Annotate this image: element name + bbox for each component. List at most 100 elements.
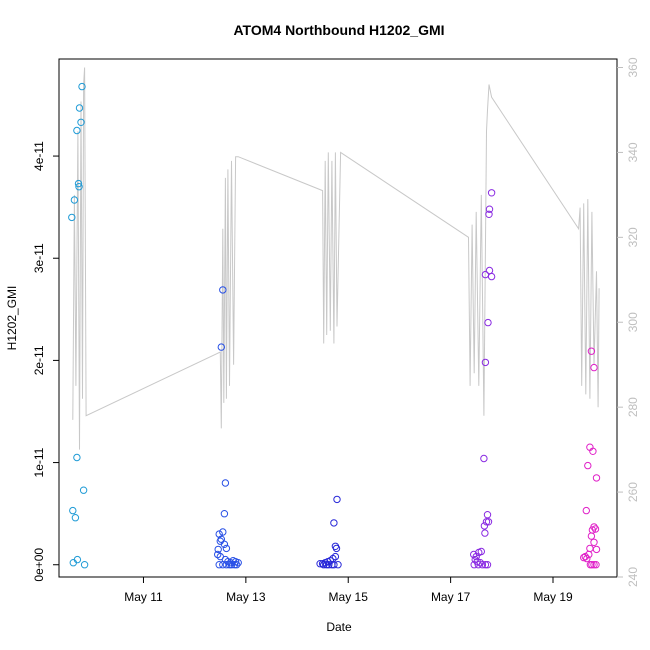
data-point — [589, 447, 597, 455]
data-point — [320, 561, 328, 569]
data-point — [588, 561, 596, 569]
data-point — [587, 532, 596, 540]
data-point — [583, 554, 591, 563]
x-tick-label: May 11 — [124, 590, 163, 604]
x-tick-label: May 15 — [329, 590, 369, 604]
data-point — [484, 518, 493, 526]
data-point — [590, 363, 598, 372]
data-point — [592, 474, 601, 482]
data-point — [592, 561, 600, 569]
data-point — [591, 525, 600, 533]
data-point — [470, 561, 478, 569]
data-point — [470, 550, 478, 559]
data-point — [483, 511, 492, 519]
data-point — [222, 544, 231, 553]
data-point — [220, 540, 229, 548]
data-point — [592, 545, 601, 554]
data-point — [219, 528, 227, 536]
y-tick-label: 1e-11 — [32, 447, 46, 477]
data-point — [585, 550, 593, 559]
y-tick-label: 4e-11 — [32, 141, 46, 171]
chart-title: ATOM4 Northbound H1202_GMI — [233, 22, 444, 38]
data-point — [481, 561, 490, 569]
x-tick-label: May 13 — [226, 590, 266, 604]
data-point — [220, 510, 229, 518]
data-point — [80, 561, 89, 569]
data-point — [227, 561, 236, 569]
data-point — [68, 213, 76, 222]
data-point — [587, 347, 596, 355]
data-point — [215, 561, 223, 569]
y2-tick-label: 300 — [626, 312, 640, 332]
y2-tick-label: 360 — [626, 57, 640, 77]
data-point — [330, 519, 338, 527]
point-series-4 — [470, 189, 496, 569]
line-series-layer — [72, 67, 600, 450]
data-point — [480, 454, 488, 463]
y2-tick-label: 280 — [626, 397, 640, 417]
line-series — [72, 67, 600, 450]
data-point — [232, 561, 241, 569]
point-series-2 — [214, 286, 242, 569]
data-point — [485, 205, 494, 213]
data-point — [73, 126, 81, 135]
data-point — [482, 518, 491, 526]
data-point — [214, 545, 222, 554]
data-point — [472, 552, 480, 561]
point-series-1 — [68, 82, 89, 569]
y-tick-label: 0e+00 — [32, 548, 46, 582]
data-point — [480, 522, 489, 530]
data-point — [483, 561, 492, 569]
data-point — [70, 196, 79, 204]
data-point — [333, 495, 341, 504]
data-point — [481, 358, 490, 367]
data-point — [78, 82, 86, 91]
y2-tick-label: 320 — [626, 227, 640, 247]
data-point — [487, 189, 496, 197]
data-point — [230, 561, 239, 569]
data-point — [331, 552, 340, 561]
y-axis-left: 0e+00 1e-11 2e-11 3e-11 4e-11 — [32, 141, 59, 582]
data-point — [330, 561, 338, 569]
y2-tick-label: 260 — [626, 482, 640, 502]
data-point — [582, 506, 590, 515]
data-point — [79, 486, 88, 494]
data-point — [75, 104, 84, 112]
data-point — [71, 514, 80, 522]
data-point — [323, 561, 331, 569]
point-series-3 — [316, 495, 342, 569]
data-point — [481, 529, 489, 537]
y-tick-label: 2e-11 — [32, 345, 46, 375]
x-tick-label: May 19 — [533, 590, 573, 604]
data-point — [73, 453, 81, 462]
data-point — [74, 179, 83, 188]
data-point — [477, 547, 485, 556]
data-point — [332, 544, 341, 553]
data-point — [217, 343, 226, 351]
x-axis: May 11 May 13 May 15 May 17 May 19 — [124, 577, 573, 604]
data-point — [222, 561, 231, 569]
data-point — [77, 118, 85, 127]
data-point — [75, 183, 83, 191]
y-axis-right: 240 260 280 300 320 340 360 — [617, 57, 640, 587]
data-point — [590, 538, 598, 546]
y-tick-label: 3e-11 — [32, 243, 46, 273]
data-point — [219, 286, 227, 294]
data-point — [225, 561, 234, 569]
x-axis-label: Date — [326, 620, 352, 634]
data-point — [474, 561, 482, 569]
data-point — [215, 530, 223, 538]
data-point — [73, 555, 82, 564]
data-point — [325, 561, 333, 569]
data-point — [221, 479, 230, 487]
data-point — [69, 506, 77, 515]
x-tick-label: May 17 — [431, 590, 471, 604]
data-point — [484, 318, 492, 327]
point-series-5 — [580, 347, 601, 569]
data-point — [481, 270, 490, 279]
data-point — [334, 561, 342, 569]
plot-area-frame — [58, 58, 618, 578]
y2-tick-label: 340 — [626, 142, 640, 162]
